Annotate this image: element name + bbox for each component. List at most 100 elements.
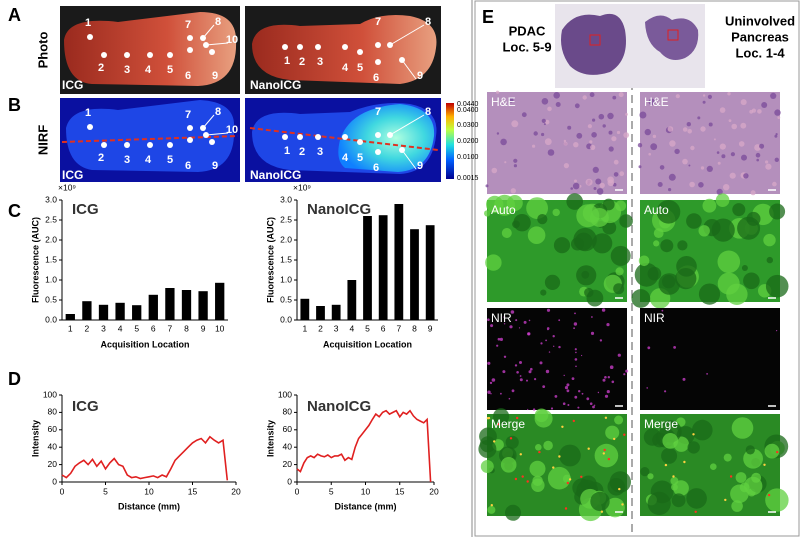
- texture: [590, 331, 595, 335]
- x-tick-label: 0: [295, 486, 300, 496]
- y-multiplier: ×10⁹: [58, 182, 76, 192]
- texture: [496, 344, 499, 347]
- texture: [572, 182, 580, 190]
- texture: [607, 112, 614, 120]
- texture: [530, 367, 533, 371]
- y-tick-label: 2.0: [280, 234, 292, 244]
- point: [297, 44, 303, 50]
- leader: [205, 42, 229, 46]
- texture: [731, 417, 754, 439]
- colorbar: [446, 103, 454, 179]
- texture: [675, 94, 680, 99]
- texture: [599, 182, 605, 189]
- texture: [659, 165, 665, 170]
- texture: [698, 283, 721, 305]
- texture: [526, 379, 528, 382]
- y-tick-label: 100: [43, 389, 57, 399]
- texture: [521, 112, 527, 118]
- micrograph-label: H&E: [491, 95, 516, 109]
- column-title: Uninvolved: [725, 13, 795, 28]
- point: [375, 59, 381, 65]
- y-axis-label: Fluorescence (AUC): [30, 217, 40, 303]
- point-label: 6: [373, 162, 379, 174]
- texture: [568, 478, 572, 481]
- texture: [539, 361, 543, 365]
- texture: [751, 472, 762, 483]
- point: [399, 57, 405, 63]
- texture: [513, 214, 531, 232]
- texture: [668, 173, 676, 181]
- texture: [673, 480, 689, 496]
- texture: [667, 126, 674, 132]
- texture: [647, 266, 662, 281]
- texture: [682, 158, 688, 165]
- texture: [491, 378, 496, 382]
- texture: [541, 98, 549, 105]
- texture: [489, 381, 493, 385]
- texture: [700, 126, 706, 132]
- leader: [401, 149, 417, 170]
- texture: [656, 200, 681, 224]
- texture: [582, 95, 587, 100]
- texture: [594, 443, 619, 468]
- texture: [546, 308, 551, 312]
- x-tick-label: 9: [428, 323, 433, 333]
- texture: [508, 397, 511, 400]
- x-tick-label: 2: [85, 323, 90, 333]
- y-tick-label: 60: [283, 424, 293, 434]
- y-tick-label: 0.0: [280, 314, 292, 324]
- texture: [493, 408, 510, 425]
- texture: [706, 373, 708, 375]
- x-axis-label: Acquisition Location: [101, 339, 190, 349]
- texture: [532, 144, 536, 148]
- texture: [603, 448, 606, 452]
- point: [387, 42, 393, 48]
- texture: [510, 188, 516, 194]
- texture: [553, 345, 555, 347]
- point: [200, 35, 206, 41]
- micrograph-label: Auto: [491, 203, 516, 217]
- texture: [487, 416, 491, 420]
- texture: [487, 390, 491, 394]
- texture: [698, 225, 710, 237]
- texture: [581, 270, 590, 279]
- texture: [690, 145, 695, 151]
- texture: [769, 203, 786, 220]
- texture: [541, 118, 546, 123]
- bar: [410, 229, 419, 320]
- point-label: 4: [342, 152, 349, 164]
- point: [342, 44, 348, 50]
- texture: [702, 100, 706, 104]
- tissue-overview: [561, 13, 626, 75]
- texture: [589, 208, 609, 227]
- texture: [580, 475, 583, 478]
- y-tick-label: 80: [48, 407, 58, 417]
- point: [342, 134, 348, 140]
- x-tick-label: 1: [302, 323, 307, 333]
- line: [296, 409, 432, 483]
- bar: [215, 282, 225, 320]
- texture: [587, 124, 593, 129]
- x-tick-label: 10: [215, 323, 225, 333]
- micrograph-label: Merge: [491, 417, 525, 431]
- texture: [575, 365, 577, 368]
- texture: [743, 173, 749, 179]
- texture: [683, 460, 686, 464]
- point-label: 1: [284, 145, 290, 157]
- point-label: 4: [145, 154, 152, 166]
- texture: [505, 435, 519, 449]
- micrograph-label: NIR: [644, 311, 665, 325]
- texture: [745, 445, 755, 455]
- x-tick-label: 10: [144, 486, 154, 496]
- point-label: 7: [375, 106, 381, 118]
- bar: [65, 314, 75, 320]
- colorbar-label: 0.0440: [457, 101, 479, 108]
- x-tick-label: 0: [60, 486, 65, 496]
- texture: [511, 120, 519, 128]
- image-label: ICG: [62, 78, 83, 92]
- texture: [662, 274, 676, 289]
- y-tick-label: 40: [48, 441, 58, 451]
- texture: [567, 125, 572, 130]
- texture: [519, 378, 523, 382]
